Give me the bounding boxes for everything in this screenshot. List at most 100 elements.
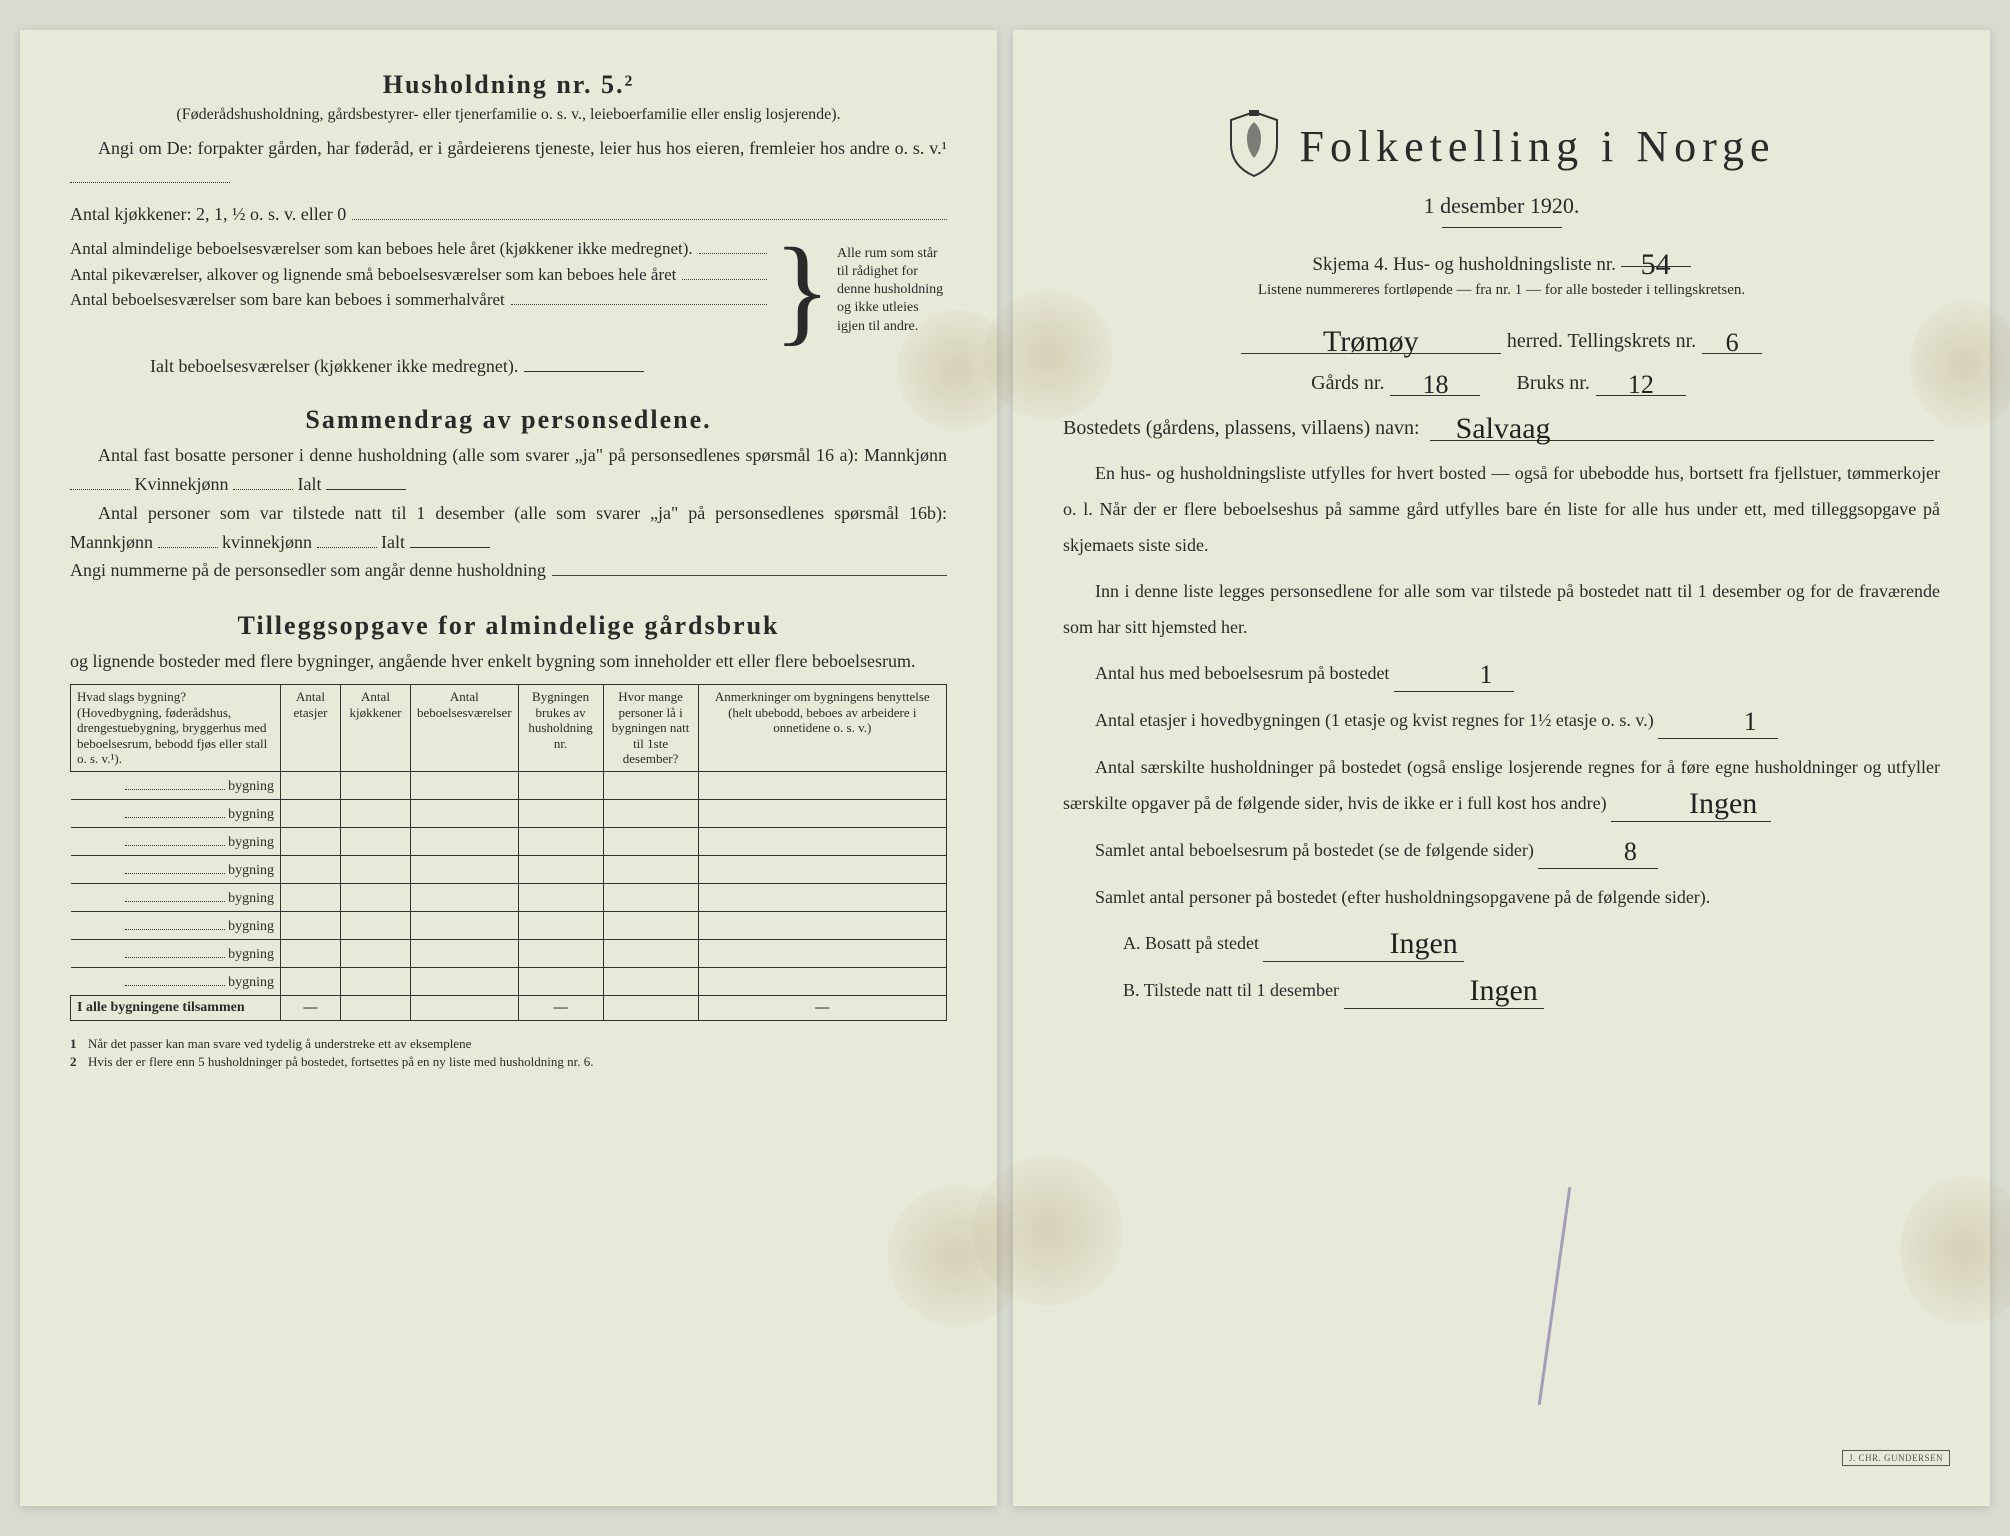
blank-line [352,202,947,220]
room-line: Antal almindelige beboelsesværelser som … [70,236,693,262]
right-page: Folketelling i Norge 1 desember 1920. Sk… [1013,30,1990,1506]
dash: — [281,995,341,1020]
q-value: Ingen [1404,976,1544,1006]
q-label: Antal særskilte husholdninger på bostede… [1063,757,1940,813]
text: Antal fast bosatte personer i denne hush… [98,445,947,465]
bruks-number: 12 [1622,372,1660,398]
text: Angi nummerne på de personsedler som ang… [70,556,546,585]
blank [317,528,377,548]
tillegg-title: Tilleggsopgave for almindelige gårdsbruk [70,611,947,641]
q-label: Antal etasjer i hovedbygningen (1 etasje… [1095,710,1654,730]
bosted-row: Bostedets (gårdens, plassens, villaens) … [1063,410,1940,441]
blank [233,470,293,490]
blank-line [511,288,768,305]
col-header: Antal beboelsesværelser [411,684,519,771]
blank-line [70,163,230,183]
blank [410,528,490,548]
herred-value: Trømøy [1317,327,1425,357]
blank-line [682,263,767,280]
summary-p2: Antal personer som var tilstede natt til… [70,499,947,557]
col-header: Antal kjøkkener [341,684,411,771]
stain [1910,300,2010,430]
total-label: I alle bygningene tilsammen [71,995,281,1020]
kitchen-label: Antal kjøkkener: 2, 1, ½ o. s. v. eller … [70,200,346,229]
stain [983,290,1113,420]
q4: Samlet antal beboelsesrum på bostedet (s… [1063,832,1940,869]
col-header: Anmerkninger om bygningens benyttelse (h… [698,684,946,771]
col-header: Hvad slags bygning? (Hovedbygning, føder… [71,684,281,771]
stain [973,1156,1123,1306]
husholdning-5-title: Husholdning nr. 5.² [70,70,947,100]
table-row: bygning [71,911,947,939]
table-row: bygning [71,939,947,967]
q1: Antal hus med beboelsesrum på bostedet 1 [1063,655,1940,692]
instruction-para-2: Inn i denne liste legges personsedlene f… [1063,573,1940,645]
brace-left-content: Antal almindelige beboelsesværelser som … [70,236,767,344]
table-row: bygning [71,967,947,995]
printer-stamp: J. CHR. GUNDERSEN [1842,1450,1950,1466]
q-value: Ingen [1651,789,1763,819]
footnote-text: Hvis der er flere enn 5 husholdninger på… [88,1053,593,1071]
table-row: bygning [71,827,947,855]
tillegg-sub: og lignende bosteder med flere bygninger… [70,647,947,676]
q-value: 1 [1441,662,1498,688]
table-row: bygning [71,799,947,827]
text: Kvinnekjønn [135,474,229,494]
ialt-row: Ialt beboelsesværelser (kjøkkener ikke m… [70,352,947,381]
schema-label: Skjema 4. Hus- og husholdningsliste nr. [1312,254,1615,275]
table-total-row: I alle bygningene tilsammen — — — [71,995,947,1020]
blank [70,470,130,490]
q-label: Samlet antal beboelsesrum på bostedet (s… [1095,840,1534,860]
pencil-mark [1538,1187,1572,1405]
gards-row: Gårds nr. 18 Bruks nr. 12 [1063,368,1940,396]
text: Ialt [298,474,322,494]
table-row: bygning [71,771,947,799]
col-header: Bygningen brukes av husholdning nr. [518,684,603,771]
dash: — [518,995,603,1020]
blank-line [699,237,768,254]
coat-of-arms-icon [1227,110,1281,183]
main-title: Folketelling i Norge [1299,121,1775,172]
q-value: 8 [1586,839,1643,865]
husholdning-5-subtitle: (Føderådshusholdning, gårdsbestyrer- ell… [70,106,947,124]
numbering-note: Listene nummereres fortløpende — fra nr.… [1063,282,1940,299]
summary-p1: Antal fast bosatte personer i denne hush… [70,441,947,499]
bruks-label: Bruks nr. [1516,372,1589,395]
col-header: Antal etasjer [281,684,341,771]
blank [158,528,218,548]
text: kvinnekjønn [222,532,312,552]
text: Angi om De: forpakter gården, har føderå… [98,138,947,158]
gards-number: 18 [1416,372,1454,398]
bosted-label: Bostedets (gårdens, plassens, villaens) … [1063,417,1420,440]
stain [1900,1176,2010,1326]
ialt-label: Ialt beboelsesværelser (kjøkkener ikke m… [150,352,518,381]
footnote-text: Når det passer kan man svare ved tydelig… [88,1035,471,1053]
summary-title: Sammendrag av personsedlene. [70,405,947,435]
q5: Samlet antal personer på bostedet (efter… [1063,879,1940,915]
divider [1442,227,1562,228]
blank-line [524,353,644,373]
col-header: Hvor mange personer lå i bygningen natt … [603,684,698,771]
blank [326,470,406,490]
census-date: 1 desember 1920. [1063,193,1940,219]
qB: B. Tilstede natt til 1 desember Ingen [1063,972,1940,1009]
curly-brace: } [767,236,837,344]
left-page: Husholdning nr. 5.² (Føderådshusholdning… [20,30,997,1506]
instruction-para-1: En hus- og husholdningsliste utfylles fo… [1063,455,1940,563]
title-block: Folketelling i Norge [1063,110,1940,183]
q-value: Ingen [1323,929,1463,959]
room-line: Antal beboelsesværelser som bare kan beb… [70,287,505,313]
q3: Antal særskilte husholdninger på bostede… [1063,749,1940,822]
summary-p3: Angi nummerne på de personsedler som ang… [70,556,947,585]
bosted-value: Salvaag [1450,414,1557,444]
list-number: 54 [1635,250,1677,280]
room-line: Antal pikeværelser, alkover og lignende … [70,262,676,288]
schema-line: Skjema 4. Hus- og husholdningsliste nr. … [1063,246,1940,276]
herred-row: Trømøy herred. Tellingskrets nr. 6 [1063,323,1940,354]
table-header-row: Hvad slags bygning? (Hovedbygning, føder… [71,684,947,771]
q-value: 1 [1706,709,1763,735]
footnotes: 1Når det passer kan man svare ved tydeli… [70,1035,947,1071]
q2: Antal etasjer i hovedbygningen (1 etasje… [1063,702,1940,739]
table-row: bygning [71,855,947,883]
krets-number: 6 [1720,330,1745,356]
